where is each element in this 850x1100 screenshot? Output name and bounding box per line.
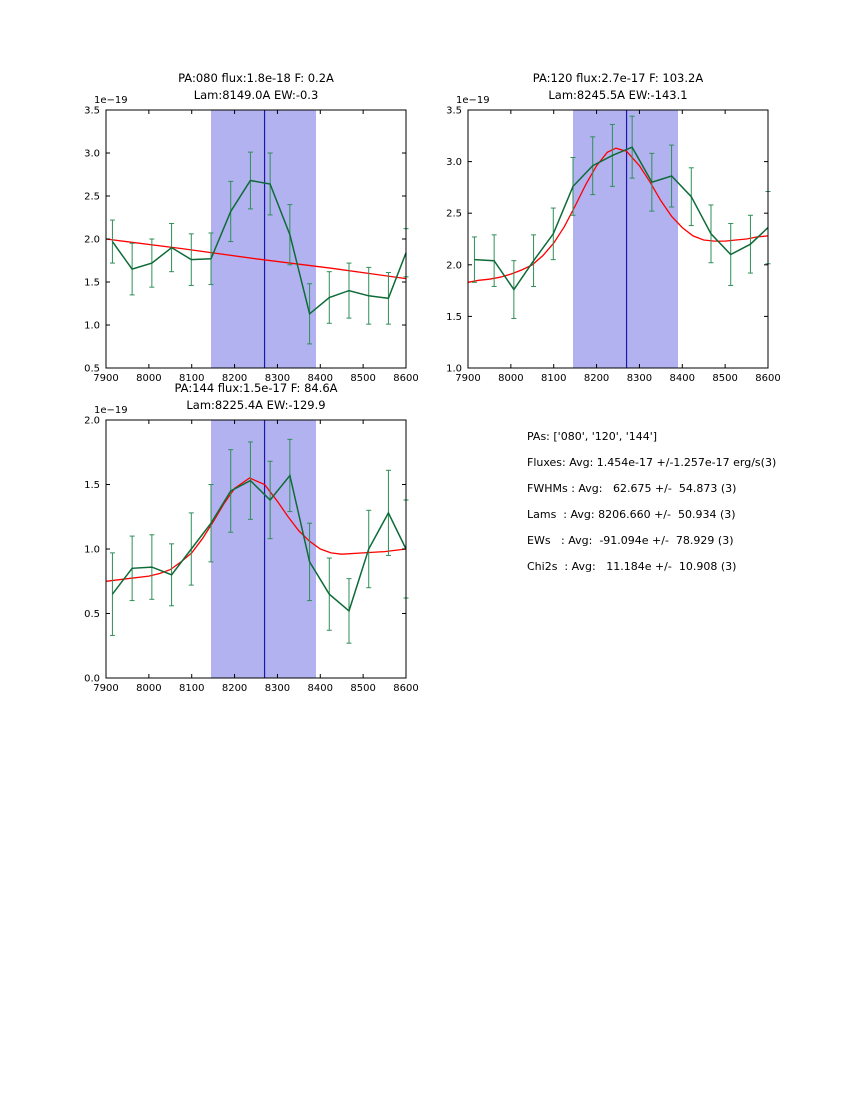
spectral-plot-pa080: 7900 8000 8100 8200 8300 8400 8500 8600 0.5 1.0 1.… [84,71,419,384]
y-tick-label: 0.5 [84,364,100,375]
data-curve [474,146,769,291]
stats-line-fluxes: Fluxes: Avg: 1.454e-17 +/-1.257e-17 erg/… [527,456,777,469]
x-tick-label: 8100 [179,683,204,694]
stats-panel: PAs: ['080', '120', '144'] Fluxes: Avg: … [527,424,776,580]
y-tick-label: 3.0 [84,149,100,160]
fit-curve [105,238,407,280]
plot-title-line2: Lam:8225.4A EW:-129.9 [186,398,325,412]
x-tick-label: 8000 [498,373,523,384]
y-tick-label: 3.5 [84,106,100,117]
plot-title-line1: PA:120 flux:2.7e-17 F: 103.2A [533,71,704,85]
y-axis-offset-label: 1e−19 [94,95,128,106]
x-tick-label: 8100 [179,373,204,384]
x-tick-label: 8000 [136,683,161,694]
x-tick-label: 8300 [627,373,652,384]
y-tick-label: 2.0 [446,260,462,271]
stats-line-fwhms: FWHMs : Avg: 62.675 +/- 54.873 (3) [527,482,737,495]
stats-line-chi2s: Chi2s : Avg: 11.184e +/- 10.908 (3) [527,560,737,573]
y-axis-offset-label: 1e−19 [456,95,490,106]
x-tick-label: 8400 [670,373,695,384]
y-tick-label: 1.5 [84,278,100,289]
x-tick-label: 8300 [265,683,290,694]
x-tick-label: 8000 [136,373,161,384]
x-tick-label: 7900 [455,373,480,384]
y-tick-label: 3.5 [446,106,462,117]
x-tick-label: 8100 [541,373,566,384]
y-tick-label: 2.5 [446,209,462,220]
x-tick-label: 8500 [350,683,375,694]
plot-title-line2: Lam:8149.0A EW:-0.3 [194,88,319,102]
stats-line-pas: PAs: ['080', '120', '144'] [527,430,658,443]
y-tick-label: 1.0 [446,364,462,375]
plot-title-line1: PA:080 flux:1.8e-18 F: 0.2A [178,71,334,85]
y-tick-label: 2.5 [84,192,100,203]
x-tick-label: 8200 [584,373,609,384]
y-tick-label: 2.0 [84,416,100,427]
x-tick-label: 8600 [393,373,418,384]
spectral-plot-pa120: 7900 8000 8100 8200 8300 8400 8500 8600 1.0 1.5 2.… [446,71,781,384]
y-tick-label: 1.5 [446,312,462,323]
x-tick-label: 8600 [755,373,780,384]
x-tick-label: 7900 [93,373,118,384]
x-tick-label: 8400 [308,683,333,694]
x-tick-label: 8600 [393,683,418,694]
spectral-plot-pa144: 7900 8000 8100 8200 8300 8400 8500 8600 0.0 0.5 1.… [84,381,419,694]
x-tick-label: 8500 [350,373,375,384]
data-curve [111,473,407,613]
y-tick-label: 2.0 [84,235,100,246]
plot-title-line2: Lam:8245.5A EW:-143.1 [548,88,687,102]
data-curve [111,179,407,316]
highlight-band [573,110,678,368]
y-axis-offset-label: 1e−19 [94,405,128,416]
y-tick-label: 0.5 [84,609,100,620]
y-tick-label: 1.5 [84,480,100,491]
y-tick-label: 0.0 [84,674,100,685]
y-tick-label: 1.0 [84,545,100,556]
axes-frame [467,109,769,369]
y-tick-label: 3.0 [446,157,462,168]
fit-curve [105,477,407,582]
x-tick-label: 8400 [308,373,333,384]
x-tick-label: 8200 [222,373,247,384]
plot-title-line1: PA:144 flux:1.5e-17 F: 84.6A [174,381,337,395]
highlight-band [211,110,316,368]
x-tick-label: 8300 [265,373,290,384]
stats-line-lams: Lams : Avg: 8206.660 +/- 50.934 (3) [527,508,736,521]
highlight-band [211,420,316,678]
y-tick-label: 1.0 [84,321,100,332]
x-tick-label: 8500 [712,373,737,384]
x-tick-label: 7900 [93,683,118,694]
stats-line-ews: EWs : Avg: -91.094e +/- 78.929 (3) [527,534,734,547]
x-tick-label: 8200 [222,683,247,694]
